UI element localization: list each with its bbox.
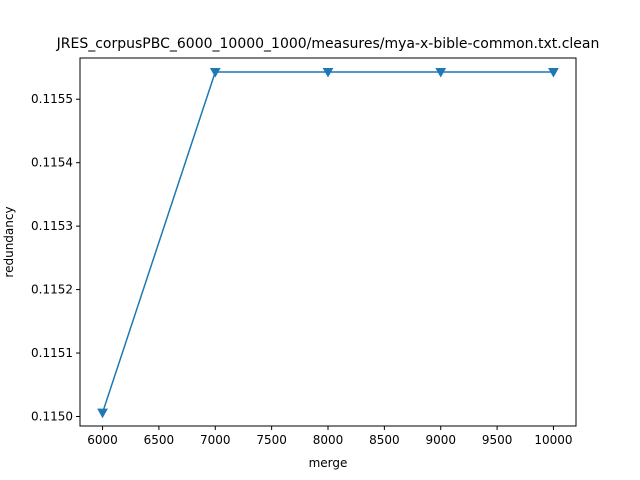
chart-title: JRES_corpusPBC_6000_10000_1000/measures/…: [56, 36, 600, 52]
x-tick-label: 8000: [313, 433, 344, 447]
x-axis-ticks: 6000 6500 7000 7500 8000 8500 9000 9500 10000: [87, 426, 573, 447]
x-tick-label: 10000: [534, 433, 572, 447]
y-tick-label: 0.1153: [31, 219, 73, 233]
x-tick-label: 7000: [200, 433, 231, 447]
data-point-marker: [548, 67, 559, 78]
data-point-marker: [97, 408, 108, 419]
y-axis-label: redundancy: [2, 206, 16, 277]
data-point-marker: [209, 67, 221, 78]
data-point-marker: [435, 67, 447, 78]
y-axis-ticks: 0.1150 0.1151 0.1152 0.1153 0.1154 0.1155: [31, 92, 80, 423]
x-axis-label: merge: [309, 456, 348, 470]
series-markers: [97, 67, 559, 419]
data-point-marker: [322, 67, 334, 78]
y-tick-label: 0.1152: [31, 283, 73, 297]
y-tick-label: 0.1150: [31, 409, 73, 423]
y-tick-label: 0.1154: [31, 156, 73, 170]
x-tick-label: 6000: [87, 433, 118, 447]
y-tick-label: 0.1151: [31, 346, 73, 360]
x-tick-label: 9500: [482, 433, 513, 447]
x-tick-label: 9000: [425, 433, 456, 447]
x-tick-label: 6500: [144, 433, 175, 447]
x-tick-label: 7500: [256, 433, 287, 447]
x-tick-label: 8500: [369, 433, 400, 447]
y-tick-label: 0.1155: [31, 92, 73, 106]
